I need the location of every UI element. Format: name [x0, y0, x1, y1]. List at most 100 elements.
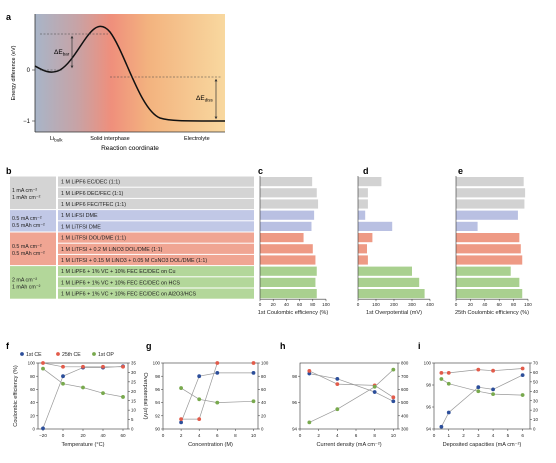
point-i-1 — [491, 368, 495, 373]
tick-label-e: 80 — [511, 302, 517, 307]
y-axis-label-f: Coulombic efficiency (%) — [13, 365, 19, 427]
series-line-h-2 — [309, 369, 394, 423]
bar-d-5 — [358, 233, 373, 243]
bar-e-9 — [456, 277, 520, 287]
bar-d-4 — [358, 221, 393, 231]
electrolyte-label: 1 M LiTFSI DOL/DME (1:1) — [61, 236, 126, 242]
bar-e-7 — [456, 255, 523, 265]
electrolyte-row — [58, 198, 254, 210]
tick-label-d: 0 — [357, 302, 360, 307]
electrolyte-label: 1 M LiPF6 EC/DEC (1:1) — [61, 180, 120, 186]
y-tick-label-g: 100 — [153, 361, 161, 366]
bar-e-2 — [456, 199, 525, 209]
point-i-1 — [439, 371, 444, 375]
point-f-1 — [81, 364, 85, 369]
bar-d-6 — [358, 244, 367, 254]
series-line-i-2 — [441, 378, 523, 396]
series-line-f-0 — [42, 365, 124, 429]
y2-tick-label-f: 35 — [131, 361, 136, 366]
panel-h-chart: 0 2 4 6 8 10 94 96 98 300 400 500 600 700 800 Current d… — [292, 361, 409, 448]
series-line-i-0 — [441, 374, 523, 427]
legend-label-2: 1st OP — [98, 352, 114, 358]
bar-e-6 — [456, 244, 521, 254]
point-g-0 — [215, 371, 220, 375]
x-tick-label-g: 8 — [234, 433, 237, 438]
legend-f: 1st CE 25th CE 1st OP — [20, 352, 114, 358]
tick-label-c: 60 — [297, 302, 303, 307]
bar-e-10 — [456, 289, 523, 299]
electrolyte-label: 1 M LiPF6 FEC/TFEC (1:1) — [61, 202, 126, 208]
series-line-i-1 — [441, 368, 523, 374]
tick-label-e: 100 — [524, 302, 532, 307]
bar-c-1 — [260, 188, 317, 198]
electrolyte-label: 1 M LiTFSI + 0.2 M LiNO3 DOL/DME (1:1) — [61, 247, 163, 253]
bar-c-3 — [260, 210, 315, 220]
point-h-0 — [391, 399, 396, 404]
condition-current-3: 2 mA cm⁻² — [12, 277, 37, 283]
y-tick-label-i: 96 — [426, 405, 431, 410]
x-tick-label-i: 3 — [477, 433, 480, 438]
point-g-1 — [197, 417, 202, 421]
point-f-1 — [121, 364, 125, 369]
electrolyte-label: 1 M LiPF6 + 1% VC + 10% FEC EC/DEC on HC… — [61, 280, 180, 286]
y-tick-label-h: 94 — [292, 427, 297, 432]
electrolyte-row — [58, 210, 254, 221]
point-g-2 — [197, 397, 202, 402]
axis-label-d: 1st Overpotential (mV) — [366, 310, 422, 316]
series-line-f-2 — [42, 368, 124, 398]
x-tick-label-f: 60 — [120, 433, 126, 438]
point-i-2 — [476, 389, 481, 394]
condition-capacity-1: 0.5 mAh cm⁻² — [12, 223, 45, 229]
bar-c-5 — [260, 233, 304, 243]
electrolyte-row — [58, 187, 254, 198]
series-line-g-1 — [181, 362, 254, 420]
x-tick-label-h: 4 — [336, 433, 339, 438]
point-f-2 — [121, 395, 125, 399]
condition-cell-1 — [10, 210, 56, 232]
region-label-electrolyte: Electrolyte — [184, 136, 210, 142]
x-tick-label-g: 10 — [251, 433, 257, 438]
y2-axis-label-f: Overpotential (mV) — [142, 373, 148, 420]
point-i-0 — [476, 385, 481, 390]
y2-tick-label-i: 10 — [533, 417, 538, 422]
legend-label-1: 25th CE — [62, 352, 81, 358]
point-i-0 — [520, 373, 525, 377]
y2-tick-label-f: 5 — [131, 417, 134, 422]
bar-c-8 — [260, 266, 317, 276]
point-g-0 — [179, 420, 183, 425]
panel-letter-d: d — [363, 166, 369, 176]
point-h-1 — [335, 382, 340, 387]
electrolyte-row — [58, 176, 254, 187]
y-tick-label-i: 94 — [426, 427, 431, 432]
tick-label-c: 0 — [259, 302, 262, 307]
electrolyte-row — [58, 232, 254, 243]
tick-label-e: 40 — [482, 302, 488, 307]
y2-tick-label-h: 700 — [401, 374, 409, 379]
panel-i-chart: 0 1 2 3 4 5 6 94 96 98 100 0 10 20 30 40 50 60 70 Deposited… — [424, 361, 539, 448]
point-h-1 — [307, 369, 312, 373]
energy-curve — [34, 25, 226, 122]
diss-label: ΔEdiss — [196, 95, 213, 103]
x-tick-label-g: 0 — [162, 433, 165, 438]
point-f-1 — [101, 364, 105, 369]
panel-letter-f: f — [6, 341, 10, 351]
y2-tick-label-h: 400 — [401, 413, 409, 418]
point-i-0 — [439, 424, 444, 429]
x-tick-label-h: 6 — [355, 433, 358, 438]
tick-label-d: 300 — [408, 302, 416, 307]
point-i-0 — [491, 387, 495, 392]
y-tick-label-i: 98 — [426, 383, 431, 388]
y-tick-label-i: 100 — [424, 361, 432, 366]
bar-d-9 — [358, 277, 420, 287]
energy-tick-neg1: −1 — [23, 119, 31, 125]
x-axis-label-g: Concentration (M) — [188, 442, 233, 448]
y2-tick-label-h: 300 — [401, 427, 409, 432]
y-tick-label-h: 96 — [292, 400, 297, 405]
bar-e-0 — [456, 177, 524, 187]
x-tick-label-h: 0 — [299, 433, 302, 438]
x-axis-label-h: Current density (mA cm⁻²) — [316, 442, 381, 448]
condition-capacity-2: 0.5 mAh cm⁻² — [12, 251, 45, 257]
y-tick-label-g: 92 — [155, 413, 160, 418]
axis-label-e: 25th Coulombic efficiency (%) — [455, 310, 529, 316]
y2-tick-label-g: 20 — [261, 413, 266, 418]
